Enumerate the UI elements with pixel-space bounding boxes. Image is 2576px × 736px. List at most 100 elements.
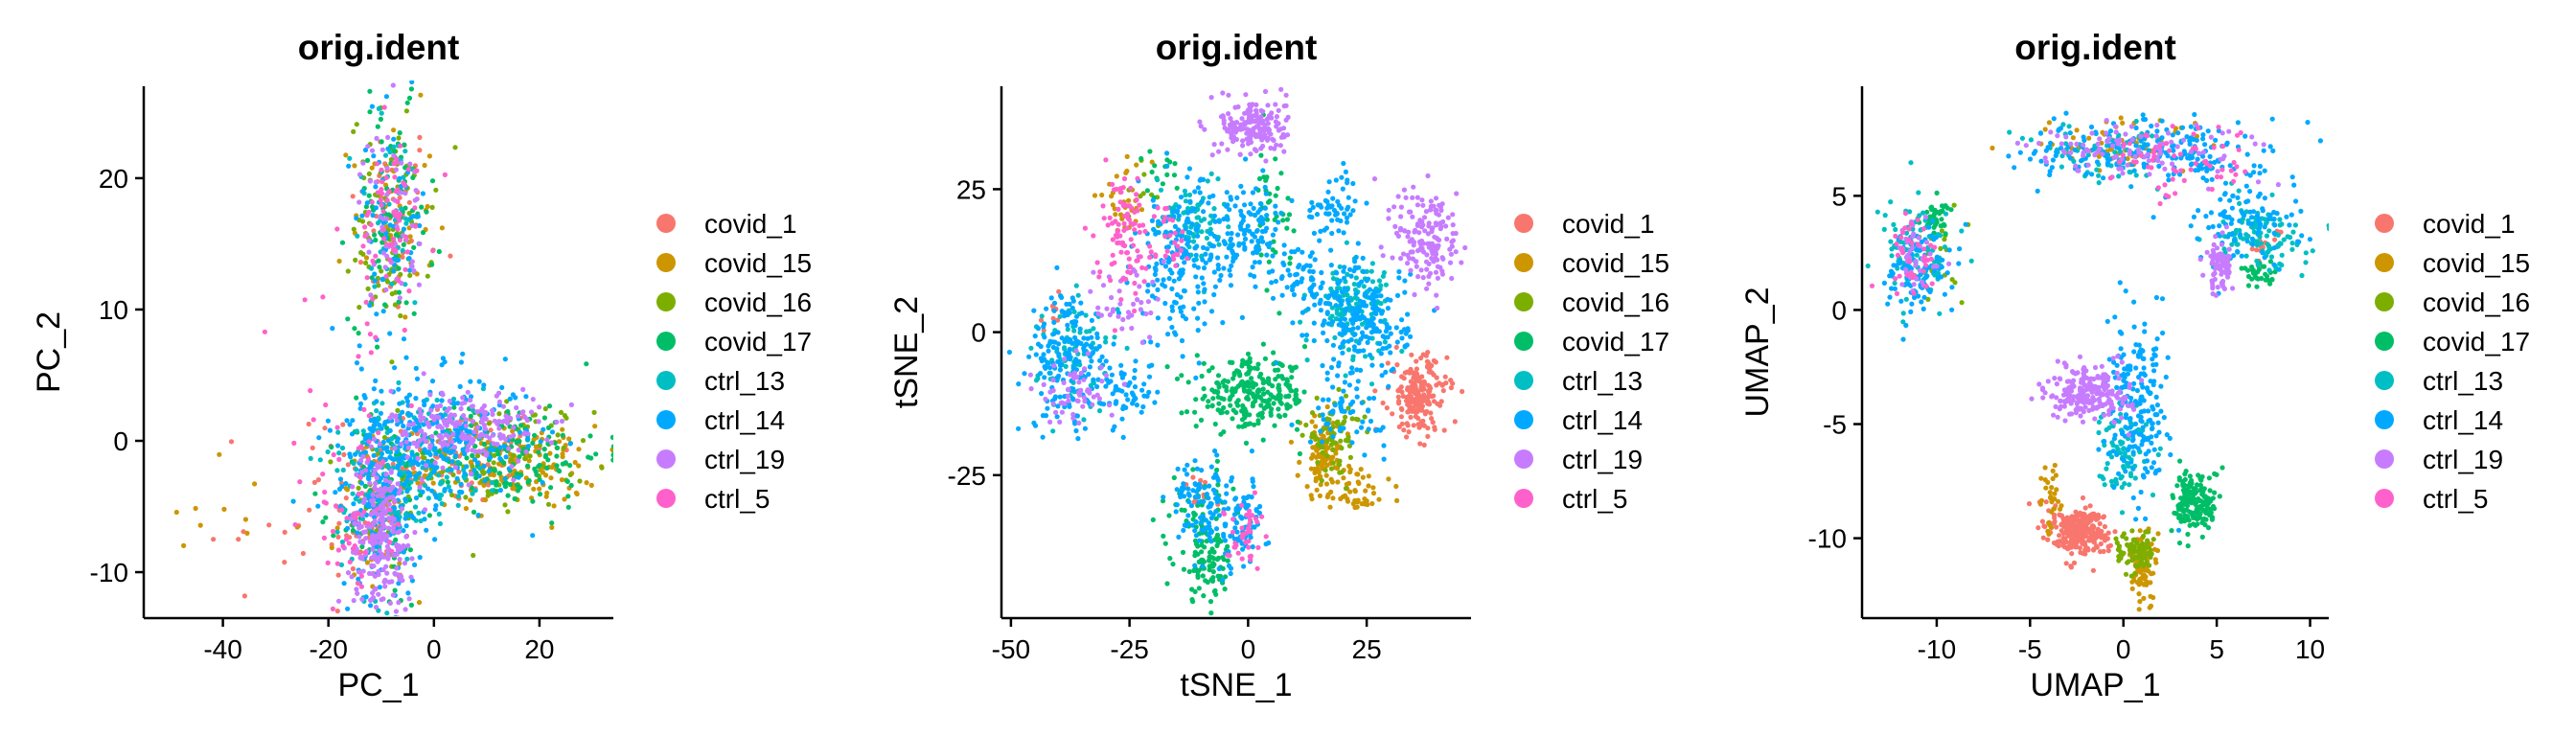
x-tick-label: 0 <box>426 634 442 664</box>
data-point <box>395 407 401 413</box>
data-point <box>1393 325 1399 331</box>
data-point <box>1038 371 1044 377</box>
data-point <box>1229 263 1234 268</box>
data-point <box>1339 289 1346 295</box>
data-point <box>1221 404 1227 411</box>
data-point <box>1424 266 1430 272</box>
data-point <box>506 446 512 451</box>
data-point <box>369 165 375 171</box>
data-point <box>1118 212 1124 218</box>
data-point <box>1251 484 1256 490</box>
data-point <box>1304 484 1310 490</box>
data-point <box>1347 266 1353 272</box>
data-point <box>1052 394 1058 400</box>
data-point <box>1330 276 1337 282</box>
data-point <box>1191 263 1197 268</box>
data-point <box>1057 313 1063 319</box>
data-point <box>1428 410 1434 416</box>
data-point <box>362 147 369 153</box>
data-point <box>396 386 402 392</box>
data-point <box>1250 231 1255 237</box>
data-point <box>1109 372 1115 378</box>
data-point <box>1201 209 1207 215</box>
data-point <box>1224 254 1230 260</box>
data-point <box>1314 454 1320 460</box>
data-point <box>1171 278 1177 284</box>
scatter-points <box>173 80 613 616</box>
data-point <box>1268 392 1274 398</box>
x-tick-label: -40 <box>203 634 242 664</box>
data-point <box>1185 210 1191 216</box>
data-point <box>1343 414 1348 420</box>
data-point <box>436 433 442 439</box>
data-point <box>1224 388 1230 394</box>
data-point <box>371 153 377 159</box>
data-point <box>1341 268 1346 274</box>
data-point <box>1081 348 1087 354</box>
data-point <box>1266 259 1272 264</box>
data-point <box>1182 467 1187 472</box>
data-point <box>1355 325 1361 331</box>
data-point <box>547 450 553 456</box>
data-point <box>1395 394 1401 400</box>
data-point <box>1350 501 1356 507</box>
data-point <box>1314 395 1320 401</box>
data-point <box>1132 384 1138 390</box>
data-point <box>1006 349 1012 356</box>
data-point <box>1209 546 1215 552</box>
data-point <box>482 426 488 432</box>
data-point <box>1050 315 1056 321</box>
data-point <box>1191 233 1197 240</box>
data-point <box>1202 287 1208 292</box>
data-point <box>389 520 395 526</box>
data-point <box>424 527 429 533</box>
data-point <box>1210 193 1216 198</box>
data-point <box>1330 460 1336 466</box>
data-point <box>1247 228 1253 234</box>
data-point <box>1055 330 1061 335</box>
data-point <box>1295 419 1300 425</box>
data-point <box>422 399 427 404</box>
data-point <box>1078 300 1084 306</box>
data-point <box>1196 360 1202 366</box>
data-point <box>1407 401 1413 407</box>
data-point <box>1368 268 1374 274</box>
data-point <box>391 149 397 154</box>
data-point <box>494 482 499 488</box>
data-point <box>1355 313 1361 319</box>
data-point <box>372 423 378 428</box>
data-point <box>1208 503 1213 509</box>
data-point <box>403 479 409 485</box>
data-point <box>1056 341 1062 347</box>
data-point <box>359 516 365 522</box>
data-point <box>1091 326 1096 332</box>
data-point <box>1245 108 1251 114</box>
data-point <box>1242 406 1248 412</box>
data-point <box>1344 219 1350 225</box>
data-point <box>1337 264 1343 269</box>
data-point <box>406 288 412 294</box>
data-point <box>368 460 374 466</box>
data-point <box>1207 567 1212 573</box>
data-point <box>1288 388 1294 394</box>
data-point <box>1059 309 1065 314</box>
data-point <box>1328 466 1335 472</box>
data-point <box>1256 175 1263 182</box>
data-point <box>1411 423 1416 428</box>
data-point <box>406 199 412 205</box>
data-point <box>401 226 406 232</box>
data-point <box>1163 244 1170 250</box>
data-point <box>462 400 468 405</box>
data-point <box>1312 257 1318 263</box>
data-point <box>402 142 407 148</box>
data-point <box>359 213 365 218</box>
data-point <box>306 421 311 427</box>
data-point <box>1318 297 1323 303</box>
data-point <box>1265 115 1271 121</box>
data-point <box>1264 252 1270 258</box>
data-point <box>1336 228 1342 234</box>
data-point <box>1448 378 1454 383</box>
data-point <box>375 161 380 167</box>
data-point <box>371 537 377 542</box>
data-point <box>1329 230 1335 237</box>
